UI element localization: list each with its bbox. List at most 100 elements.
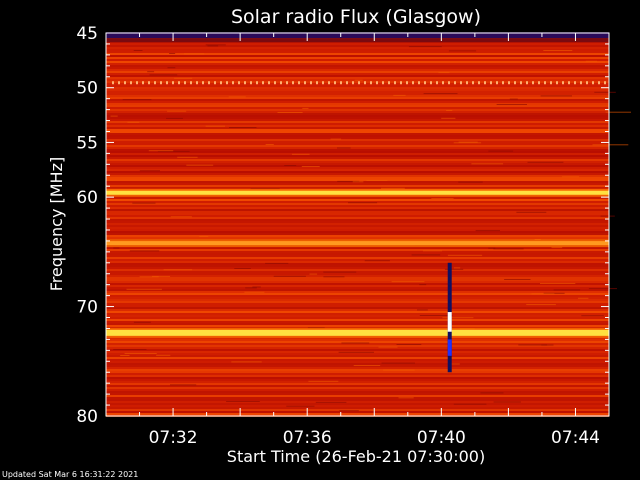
spectrogram-row bbox=[106, 97, 609, 99]
spectrogram-row bbox=[106, 131, 609, 133]
x-tick-label: 07:40 bbox=[417, 428, 466, 448]
spectrogram-row bbox=[106, 311, 609, 313]
spectrogram-row bbox=[106, 379, 609, 381]
noise-streak bbox=[541, 344, 554, 346]
noise-streak bbox=[353, 365, 381, 366]
spectrogram-row bbox=[106, 179, 609, 181]
spectrogram-row bbox=[106, 253, 609, 255]
dotted-band-mark bbox=[370, 81, 372, 85]
noise-streak bbox=[120, 355, 130, 356]
dotted-band-mark bbox=[178, 81, 180, 85]
noise-streak bbox=[338, 351, 374, 353]
spectrogram-row bbox=[106, 229, 609, 231]
spectrogram-row bbox=[106, 213, 609, 215]
dotted-band-mark bbox=[208, 81, 210, 85]
noise-streak bbox=[129, 250, 160, 252]
noise-streak bbox=[157, 150, 190, 152]
dotted-band-mark bbox=[400, 81, 402, 85]
x-tick-label: 07:36 bbox=[283, 428, 332, 448]
spectrogram-row bbox=[106, 113, 609, 115]
dotted-band-mark bbox=[226, 81, 228, 85]
spectrogram-row bbox=[106, 263, 609, 265]
dotted-band-mark bbox=[574, 81, 576, 85]
spectrogram-row bbox=[106, 405, 609, 407]
noise-streak bbox=[228, 96, 246, 98]
dotted-band-mark bbox=[448, 81, 450, 85]
spectrogram-row bbox=[106, 119, 609, 121]
spectrogram-row bbox=[106, 387, 609, 389]
x-tick-label: 07:32 bbox=[149, 428, 198, 448]
dotted-band-mark bbox=[460, 81, 462, 85]
noise-streak bbox=[411, 254, 441, 256]
spectrogram-row bbox=[106, 203, 609, 205]
dotted-band-mark bbox=[286, 81, 288, 85]
spectrogram-row bbox=[106, 375, 609, 377]
noise-streak bbox=[177, 156, 198, 158]
spectrogram-row bbox=[106, 107, 609, 109]
spectrogram-row bbox=[106, 47, 609, 49]
spectrogram-row bbox=[106, 93, 609, 95]
spectrogram-row bbox=[106, 199, 609, 201]
spectrogram-row bbox=[106, 283, 609, 285]
dotted-band-mark bbox=[148, 81, 150, 85]
spectrogram-row bbox=[106, 73, 609, 75]
spectrogram-row bbox=[106, 285, 609, 287]
dotted-band-mark bbox=[586, 81, 588, 85]
dark-band bbox=[106, 32, 609, 39]
dotted-band-mark bbox=[352, 81, 354, 85]
spectrogram-row bbox=[106, 187, 609, 189]
dotted-band-mark bbox=[562, 81, 564, 85]
bright-band bbox=[106, 241, 609, 246]
noise-streak bbox=[600, 215, 615, 217]
noise-streak bbox=[605, 111, 631, 113]
dotted-band-mark bbox=[166, 81, 168, 85]
dotted-band-mark bbox=[382, 81, 384, 85]
spectrogram-row bbox=[106, 69, 609, 71]
spectrogram-row bbox=[106, 309, 609, 311]
noise-streak bbox=[444, 268, 464, 270]
y-axis-title: Frequency [MHz] bbox=[47, 157, 66, 291]
noise-streak bbox=[110, 115, 118, 117]
spectrogram-row bbox=[106, 217, 609, 219]
spectrogram-row bbox=[106, 49, 609, 51]
noise-streak bbox=[408, 46, 442, 48]
spectrogram-row bbox=[106, 169, 609, 171]
noise-streak bbox=[205, 44, 226, 46]
noise-streak bbox=[126, 288, 162, 290]
noise-streak bbox=[446, 110, 453, 111]
dotted-band-mark bbox=[310, 81, 312, 85]
dotted-band-mark bbox=[544, 81, 546, 85]
dotted-band-mark bbox=[244, 81, 246, 85]
noise-streak bbox=[391, 281, 425, 283]
spectrogram-row bbox=[106, 307, 609, 309]
noise-streak bbox=[438, 72, 450, 74]
noise-streak bbox=[398, 397, 414, 399]
noise-streak bbox=[366, 180, 388, 181]
dotted-band-mark bbox=[532, 81, 534, 85]
noise-streak bbox=[147, 71, 155, 73]
spectrogram-row bbox=[106, 139, 609, 141]
dotted-band-mark bbox=[130, 81, 132, 85]
noise-streak bbox=[341, 342, 370, 344]
spectrogram-row bbox=[106, 91, 609, 93]
spectrogram-row bbox=[106, 171, 609, 173]
spectrogram-row bbox=[106, 395, 609, 397]
noise-streak bbox=[139, 170, 160, 172]
dotted-band-mark bbox=[442, 81, 444, 85]
dotted-band-mark bbox=[490, 81, 492, 85]
spectrogram-row bbox=[106, 281, 609, 283]
spectrogram-row bbox=[106, 163, 609, 165]
spectrogram-row bbox=[106, 221, 609, 223]
spectrogram-row bbox=[106, 289, 609, 291]
spectrogram-row bbox=[106, 355, 609, 357]
spectrogram-row bbox=[106, 45, 609, 47]
spectrogram-row bbox=[106, 185, 609, 187]
dotted-band-mark bbox=[550, 81, 552, 85]
noise-streak bbox=[167, 67, 176, 69]
dotted-band-mark bbox=[136, 81, 138, 85]
noise-streak bbox=[504, 279, 531, 280]
spectrogram-row bbox=[106, 287, 609, 289]
spectrogram-row bbox=[106, 105, 609, 107]
noise-streak bbox=[419, 284, 427, 286]
